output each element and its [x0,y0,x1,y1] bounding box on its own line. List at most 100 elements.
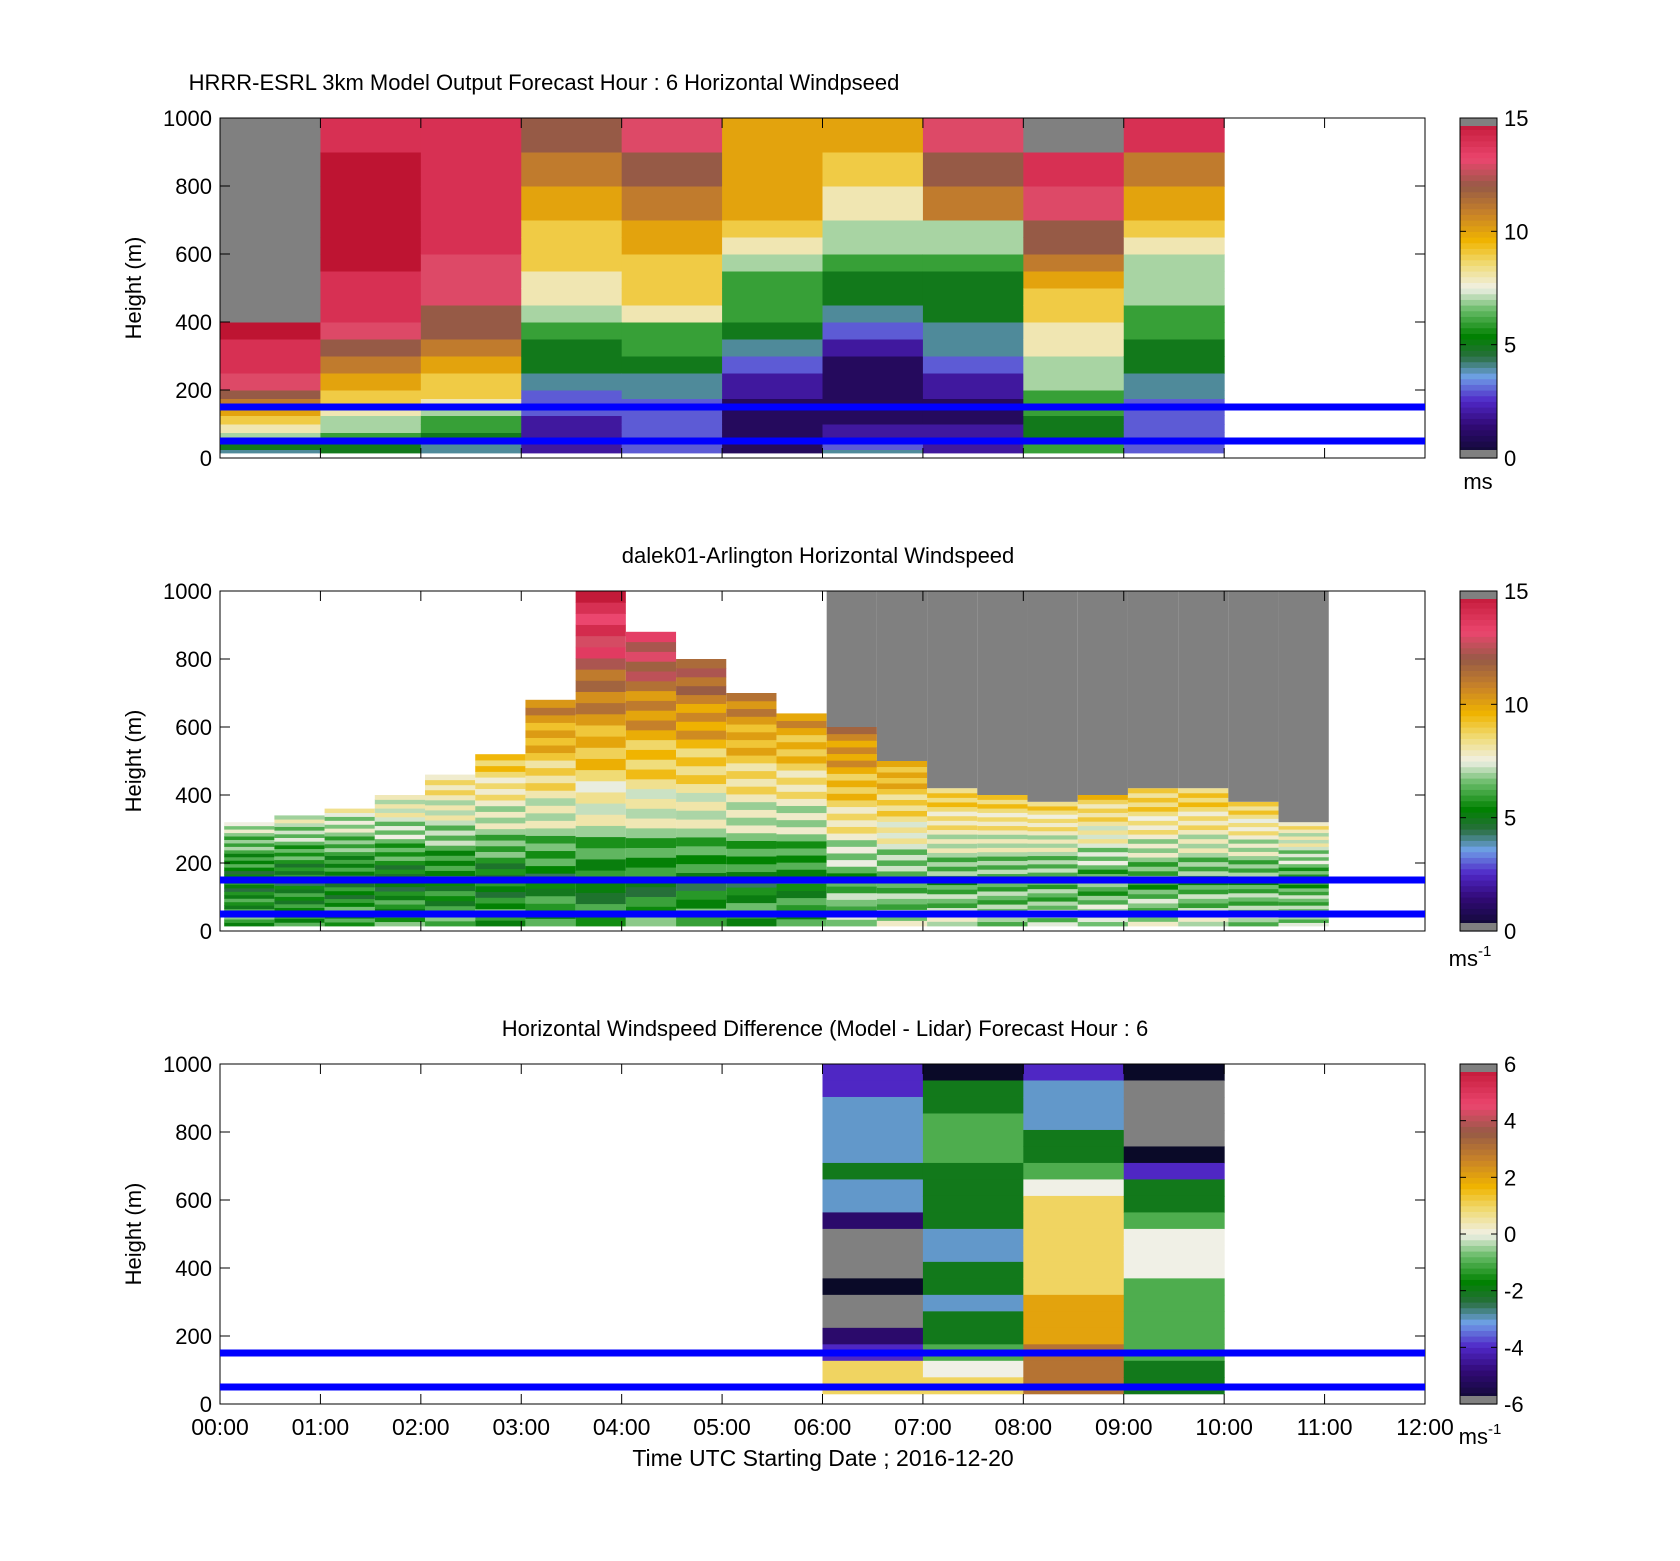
heatmap-cell [324,890,375,896]
colorbar-swatch [1460,800,1497,807]
heatmap-cell [676,881,727,891]
heatmap-cell [722,356,823,374]
heatmap-cell [977,825,1028,831]
heatmap-cell [977,851,1028,857]
heatmap-cell [525,767,576,776]
heatmap-cell [1123,237,1225,255]
colorbar-swatch [1460,180,1497,187]
heatmap-cell [625,778,677,790]
heatmap-cell [1023,373,1125,391]
heatmap-cell [1278,849,1329,854]
colorbar-swatch [1460,744,1497,751]
heatmap-cell [1077,808,1128,813]
heatmap-cell [425,784,476,791]
heatmap-cell [676,756,727,767]
heatmap-cell [726,731,777,741]
heatmap-cell [1023,1261,1125,1279]
heatmap-cell [324,808,375,814]
y-tick-label: 1000 [163,579,212,604]
heatmap-cell [922,186,1024,221]
heatmap-cell [521,271,623,289]
heatmap-cell [1228,872,1279,877]
heatmap-cell [320,432,422,442]
heatmap-cell [927,889,978,895]
heatmap-cell [1228,901,1279,906]
heatmap-cell [1023,449,1125,454]
colorbar-swatch [1460,885,1497,892]
heatmap-cell [1023,152,1125,187]
heatmap-cell [776,748,827,757]
colorbar-swatch [1460,602,1497,609]
colorbar-swatch [1460,789,1497,796]
colorbar-swatch [1460,1364,1497,1371]
heatmap-cell [324,832,375,837]
heatmap-cell [274,844,325,850]
heatmap-cell [425,915,476,922]
heatmap-cell [420,356,522,374]
heatmap-cell [927,815,978,821]
heatmap-cell [475,862,526,870]
heatmap-cell [822,220,924,238]
x-tick-label: 06:00 [794,1414,852,1440]
panel-lidar-y-label: Height (m) [121,710,146,813]
colorbar-swatch [1460,1194,1497,1201]
colorbar-swatch [1460,647,1497,654]
heatmap-cell [922,271,1024,289]
heatmap-cell [625,651,677,662]
heatmap-cell [324,820,375,825]
heatmap-cell [876,815,928,822]
heatmap-cell [425,900,476,907]
panel-lidar-x-ticks [219,591,1426,931]
heatmap-cell [220,373,321,391]
heatmap-cell [1178,824,1229,831]
heatmap-cell [625,886,677,897]
heatmap-cell [826,753,877,761]
panel-difference-reference-lines [220,1349,1425,1391]
heatmap-cell [575,914,626,927]
heatmap-cell [1278,867,1329,872]
heatmap-cell [927,870,978,876]
heatmap-cell [621,186,723,221]
colorbar-swatch [1460,123,1497,130]
heatmap-cell [621,322,723,340]
heatmap-cell [822,424,924,433]
colorbar-swatch [1460,129,1497,136]
heatmap-cell [1123,390,1225,399]
heatmap-cell [822,288,924,306]
heatmap-cell [274,826,325,831]
colorbar-swatch [1460,897,1497,904]
heatmap-cell [977,799,1028,805]
x-tick-label: 05:00 [693,1414,751,1440]
heatmap-cell [425,855,476,861]
colorbar-swatch [1460,619,1497,626]
heatmap-cell [374,869,426,875]
heatmap-cell [420,152,522,187]
heatmap-cell [575,646,626,659]
heatmap-cell [922,1146,1024,1164]
heatmap-cell [1278,856,1329,861]
heatmap-cell [525,820,576,829]
heatmap-cell [224,867,275,872]
heatmap-cell [722,441,823,450]
heatmap-cell [1027,847,1078,852]
heatmap-cell [1127,843,1179,849]
heatmap-cell [1027,822,1078,828]
heatmap-cell [922,237,1024,255]
heatmap-cell [977,816,1028,822]
heatmap-cell [324,918,375,923]
heatmap-cell [475,794,526,801]
heatmap-cell [1123,1278,1225,1296]
heatmap-cell [220,186,321,221]
y-tick-label: 400 [175,1256,212,1281]
colorbar-swatch [1460,407,1497,414]
heatmap-cell [776,734,827,743]
heatmap-cell [224,842,275,847]
heatmap-cell [1077,895,1128,901]
colorbar-swatch [1460,1217,1497,1224]
heatmap-cell [927,834,978,840]
colorbar-swatch [1460,1347,1497,1354]
heatmap-cell [1178,815,1229,821]
heatmap-cell [374,851,426,857]
heatmap-cell [1077,838,1128,844]
heatmap-cell [425,895,476,902]
